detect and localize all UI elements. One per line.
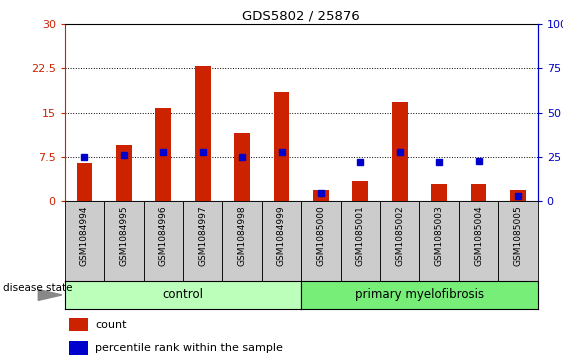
Bar	[380, 201, 419, 281]
Text: primary myelofibrosis: primary myelofibrosis	[355, 289, 484, 301]
Text: count: count	[96, 319, 127, 330]
Text: control: control	[163, 289, 203, 301]
Bar	[77, 163, 92, 201]
Bar	[234, 133, 250, 201]
Bar	[195, 66, 211, 201]
Text: GSM1085004: GSM1085004	[474, 205, 483, 266]
Bar	[262, 201, 301, 281]
Text: GSM1085001: GSM1085001	[356, 205, 365, 266]
Bar	[155, 108, 171, 201]
Bar	[471, 184, 486, 201]
Polygon shape	[38, 290, 62, 301]
Bar	[116, 145, 132, 201]
Bar	[431, 184, 447, 201]
Bar	[104, 201, 144, 281]
Bar	[498, 201, 538, 281]
Text: disease state: disease state	[3, 283, 72, 293]
Text: GSM1085000: GSM1085000	[316, 205, 325, 266]
Text: GSM1084996: GSM1084996	[159, 205, 168, 266]
Text: GSM1084999: GSM1084999	[277, 205, 286, 266]
Text: percentile rank within the sample: percentile rank within the sample	[96, 343, 283, 353]
Text: GSM1084997: GSM1084997	[198, 205, 207, 266]
Bar	[352, 181, 368, 201]
Text: GSM1085002: GSM1085002	[395, 205, 404, 266]
Bar	[510, 189, 526, 201]
Bar	[392, 102, 408, 201]
Bar	[65, 201, 104, 281]
Bar	[459, 201, 498, 281]
Bar	[69, 318, 88, 331]
Bar	[69, 341, 88, 355]
Text: GDS5802 / 25876: GDS5802 / 25876	[242, 9, 360, 22]
Bar	[144, 201, 183, 281]
Bar	[183, 201, 222, 281]
Bar	[222, 201, 262, 281]
Bar	[301, 201, 341, 281]
Bar	[341, 201, 380, 281]
Text: GSM1084998: GSM1084998	[238, 205, 247, 266]
Text: GSM1084995: GSM1084995	[119, 205, 128, 266]
Text: GSM1085005: GSM1085005	[513, 205, 522, 266]
Bar	[313, 189, 329, 201]
Bar	[419, 201, 459, 281]
Text: GSM1084994: GSM1084994	[80, 205, 89, 266]
Text: GSM1085003: GSM1085003	[435, 205, 444, 266]
Bar	[274, 92, 289, 201]
